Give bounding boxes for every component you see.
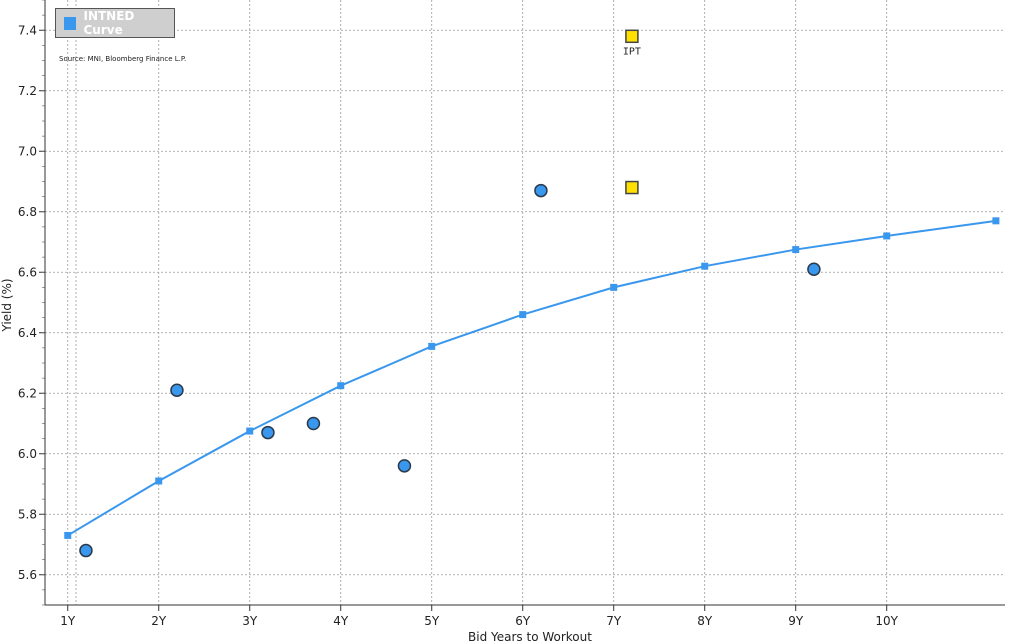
curve-line [67,219,997,537]
y-tick-label: 6.0 [18,447,37,461]
new-issue-point [625,180,639,195]
bond-point [79,543,93,558]
y-tick-label: 5.8 [18,507,37,521]
x-axis-title: Bid Years to Workout [468,630,592,642]
legend-swatch [64,16,77,30]
curve-marker [992,217,1000,225]
x-tick-label: 7Y [606,614,622,628]
x-tick-label: 3Y [242,614,258,628]
bond-point [534,183,548,198]
x-tick-label: 9Y [788,614,804,628]
y-tick-label: 6.8 [18,205,37,219]
curve-marker [701,262,709,270]
curve-marker [155,477,163,485]
y-tick-label: 7.0 [18,144,37,158]
legend-label: INTNED Curve [83,9,135,37]
y-tick-label: 6.4 [18,326,37,340]
x-tick-label: 10Y [875,614,898,628]
bond-point [807,262,821,276]
y-tick-label: 6.6 [18,265,37,279]
curve-marker [519,311,527,319]
x-tick-label: 4Y [333,614,349,628]
x-tick-label: 6Y [515,614,531,628]
x-tick-label: 8Y [697,614,713,628]
new-issue-point [625,29,639,44]
curve-marker [64,531,72,539]
tick-labels: 1Y 2Y 3Y 4Y 5Y 6Y 7Y 8Y 9Y 10Y 5.6 5.8 6.0 6.2 6.4 6.6 6… [18,23,899,628]
x-tick-label: 5Y [424,614,440,628]
y-tick-label: 6.2 [18,386,37,400]
bond-point [397,459,412,473]
curve-marker [428,342,436,350]
x-tick-label: 2Y [151,614,167,628]
curve-marker [792,246,800,254]
bond-point [306,416,321,431]
y-tick-label: 7.2 [18,84,37,98]
bond-point [170,383,184,397]
y-tick-label: 7.4 [18,23,37,37]
grid-lines [45,0,1005,605]
source-note: Source: MNI, Bloomberg Finance L.P. [59,55,186,63]
x-tick-label: 1Y [60,614,76,628]
ipt-label: IPT [623,46,641,57]
legend[interactable]: INTNED Curve [55,8,175,38]
curve-marker [337,382,345,390]
y-axis-title: Yield (%) [0,278,14,332]
curve-marker [246,427,254,435]
y-tick-label: 5.6 [18,568,37,582]
axes [39,0,1005,611]
data-points [79,29,821,558]
curve-marker [883,232,891,240]
bond-point [261,425,275,440]
curve-series [64,217,1000,539]
curve-marker [610,283,618,291]
